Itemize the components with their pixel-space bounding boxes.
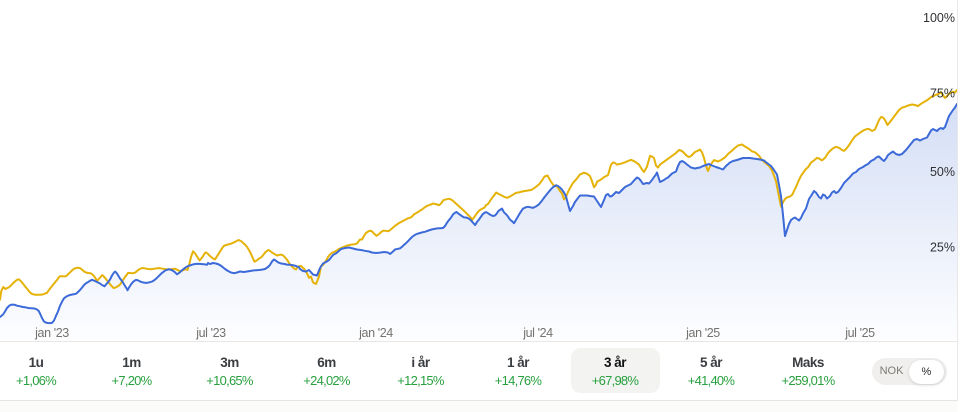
svg-text:50%: 50%: [930, 165, 955, 179]
svg-text:jan '24: jan '24: [358, 326, 393, 340]
svg-text:jan '23: jan '23: [34, 326, 69, 340]
svg-text:jan '25: jan '25: [685, 326, 720, 340]
svg-text:jul '23: jul '23: [195, 326, 226, 340]
svg-text:75%: 75%: [930, 86, 955, 100]
svg-text:25%: 25%: [930, 240, 955, 254]
svg-text:100%: 100%: [923, 11, 955, 25]
svg-text:jul '24: jul '24: [522, 326, 553, 340]
svg-text:jul '25: jul '25: [844, 326, 875, 340]
